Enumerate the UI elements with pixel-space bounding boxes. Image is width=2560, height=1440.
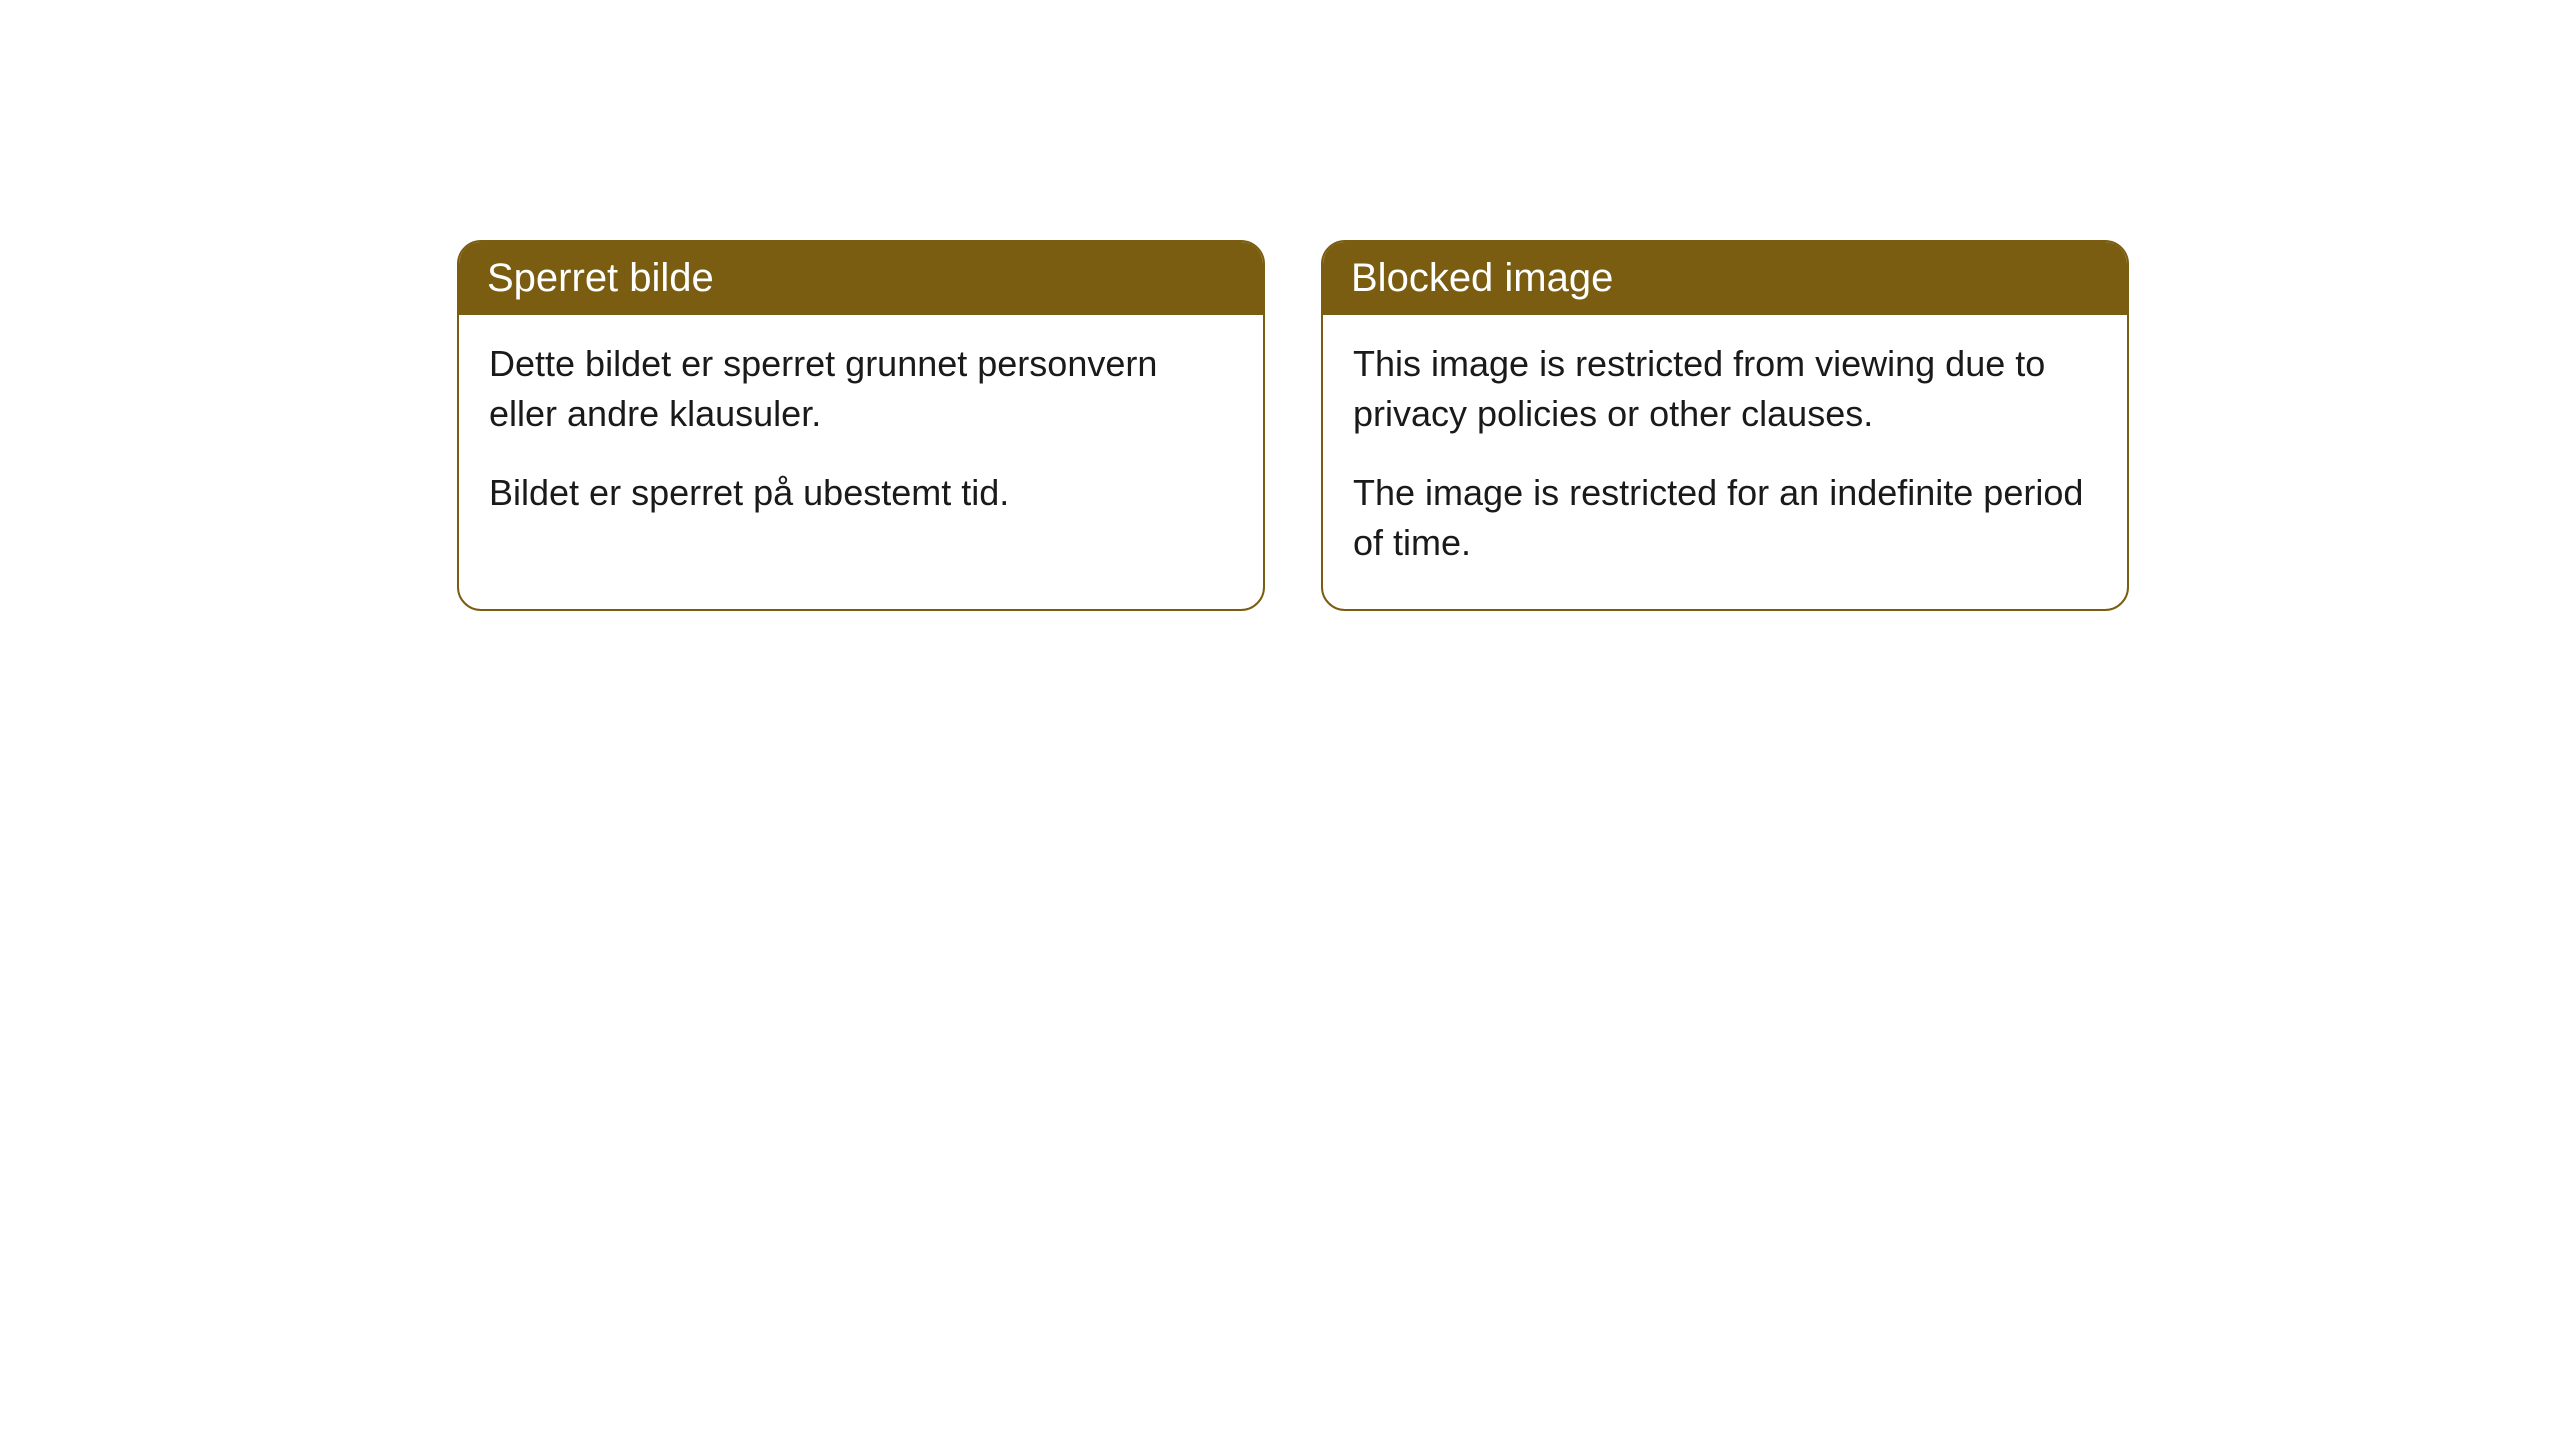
card-paragraph: Bildet er sperret på ubestemt tid. (489, 468, 1233, 518)
card-paragraph: The image is restricted for an indefinit… (1353, 468, 2097, 569)
card-norwegian: Sperret bilde Dette bildet er sperret gr… (457, 240, 1265, 611)
card-paragraph: This image is restricted from viewing du… (1353, 339, 2097, 440)
card-title: Sperret bilde (487, 256, 714, 300)
card-header-english: Blocked image (1323, 242, 2127, 315)
card-header-norwegian: Sperret bilde (459, 242, 1263, 315)
cards-container: Sperret bilde Dette bildet er sperret gr… (457, 240, 2129, 611)
card-english: Blocked image This image is restricted f… (1321, 240, 2129, 611)
card-body-english: This image is restricted from viewing du… (1323, 315, 2127, 609)
card-title: Blocked image (1351, 256, 1613, 300)
card-body-norwegian: Dette bildet er sperret grunnet personve… (459, 315, 1263, 558)
card-paragraph: Dette bildet er sperret grunnet personve… (489, 339, 1233, 440)
